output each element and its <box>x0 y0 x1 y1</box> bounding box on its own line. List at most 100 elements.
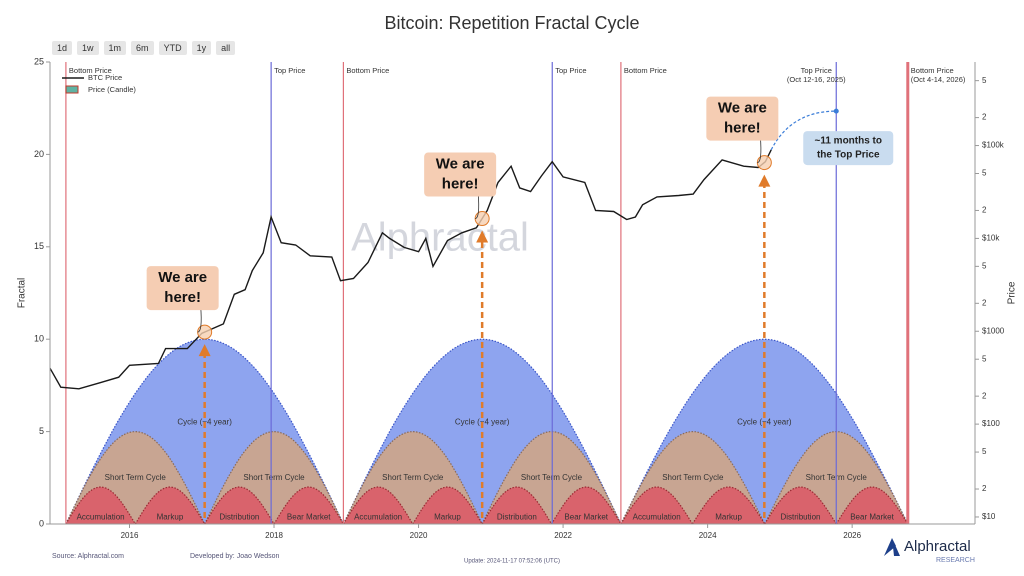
range-button[interactable]: 1d <box>52 41 73 55</box>
phase-label: Bear Market <box>850 512 894 521</box>
range-button[interactable]: all <box>216 41 236 55</box>
cycle-arc <box>274 487 344 524</box>
here-circle <box>756 155 772 171</box>
y-tick-label: 0 <box>39 518 44 528</box>
y2-tick-label: $100k <box>982 141 1005 150</box>
here-box <box>424 152 497 197</box>
cycle-arc <box>692 487 765 524</box>
phase-label: Markup <box>434 512 461 521</box>
range-button[interactable]: 1y <box>191 41 212 55</box>
y2-tick-label: 2 <box>982 298 987 307</box>
y2-tick-label: 5 <box>982 76 987 85</box>
cycle-arc <box>65 487 136 524</box>
phase-label: Accumulation <box>354 512 402 521</box>
x-tick-label: 2018 <box>265 531 283 540</box>
y2-tick-label: 5 <box>982 169 987 178</box>
y2-tick-label: 2 <box>982 484 987 493</box>
cycle-label: Short Term Cycle <box>105 473 167 482</box>
x-tick-label: 2016 <box>121 531 139 540</box>
y-tick-label: 10 <box>34 334 44 344</box>
legend-label: BTC Price <box>88 73 122 82</box>
pointer <box>475 192 480 219</box>
projection <box>770 110 837 151</box>
here-circle <box>197 324 213 340</box>
cycle-outline <box>342 486 414 525</box>
note-text: the Top Price <box>817 150 880 161</box>
plot: Cycle (~4 year) Cycle (~4 year) Cycle (~4 … <box>49 62 966 525</box>
cycle-outline <box>764 486 837 525</box>
y2-tick-label: 5 <box>982 447 987 456</box>
legend-swatch <box>65 85 79 94</box>
y-tick-label: 25 <box>34 56 44 66</box>
cycle-arc <box>764 487 837 524</box>
logo-icon <box>884 538 900 556</box>
marker-label: (Oct 12-16, 2025) <box>787 75 846 84</box>
y2-tick-label: $10k <box>982 234 1000 243</box>
y2-tick-label: 5 <box>982 354 987 363</box>
here-circle <box>474 211 490 227</box>
marker-label: Bottom Price <box>346 66 389 75</box>
cycle-outline <box>65 486 136 525</box>
y2-tick-label: $100 <box>982 419 1000 428</box>
phase-label: Distribution <box>780 512 820 521</box>
phase-label: Markup <box>157 512 184 521</box>
cycle-outline <box>481 486 553 525</box>
cycle-label: Cycle (~4 year) <box>737 417 792 426</box>
cycle-outline <box>620 486 693 525</box>
x-tick-label: 2026 <box>843 531 861 540</box>
cycle-outline <box>620 430 766 525</box>
marker-label: Bottom Price <box>624 66 667 75</box>
pointer <box>757 136 762 163</box>
y2-tick-label: $10 <box>982 512 996 521</box>
y-axis-label: Fractal <box>17 278 28 309</box>
cycle-label: Short Term Cycle <box>382 473 444 482</box>
phase-label: Accumulation <box>77 512 125 521</box>
cycle-outline <box>65 338 344 525</box>
legend-label: Price (Candle) <box>88 85 136 94</box>
phase-label: Accumulation <box>633 512 681 521</box>
x-tick-label: 2020 <box>410 531 428 540</box>
cycle-label: Cycle (~4 year) <box>455 417 510 426</box>
here-text: We are <box>436 156 485 173</box>
y-tick-label: 5 <box>39 426 44 436</box>
x-tick-label: 2022 <box>554 531 572 540</box>
arrow-head <box>758 174 771 187</box>
range-button[interactable]: YTD <box>158 41 187 55</box>
cycle-outline <box>550 486 622 525</box>
range-button[interactable]: 1m <box>103 41 127 55</box>
cycle-arc <box>343 487 413 524</box>
cycle-label: Cycle (~4 year) <box>177 417 232 426</box>
cycle-outline <box>65 430 206 525</box>
pointer <box>197 306 202 333</box>
cycle-arc <box>135 487 205 524</box>
cycle-outline <box>691 486 766 525</box>
cycle-outline <box>204 486 275 525</box>
y2-axis-label: Price <box>1007 281 1018 304</box>
here-box <box>146 266 219 311</box>
cycle-arc <box>204 487 274 524</box>
here-text: We are <box>158 269 207 286</box>
chart-title: Bitcoin: Repetition Fractal Cycle <box>384 13 639 33</box>
y2-tick-label: $1000 <box>982 326 1005 335</box>
y2-tick-label: 5 <box>982 261 987 270</box>
cycle-outline <box>342 338 622 525</box>
here-text: here! <box>164 289 201 306</box>
marker-label: Top Price <box>801 66 832 75</box>
source: Source: Alphractal.com <box>52 553 124 560</box>
marker-label: Bottom Price <box>911 66 954 75</box>
cycle-arc <box>836 487 908 524</box>
phase-label: Distribution <box>497 512 537 521</box>
y-tick-label: 15 <box>34 241 44 251</box>
logo-name: Alphractal <box>904 538 971 555</box>
range-button[interactable]: 1w <box>77 41 99 55</box>
x-tick-label: 2024 <box>699 531 717 540</box>
cycle-label: Short Term Cycle <box>243 473 305 482</box>
y2-tick-label: 2 <box>982 113 987 122</box>
phase-label: Bear Market <box>564 512 608 521</box>
phase-label: Distribution <box>219 512 259 521</box>
projection-point <box>833 108 839 114</box>
range-button[interactable]: 6m <box>131 41 154 55</box>
cycle-arc <box>482 487 552 524</box>
cycle-arc <box>620 487 693 524</box>
range-buttons: 1d 1w 1m 6m YTD 1y all <box>52 41 236 55</box>
